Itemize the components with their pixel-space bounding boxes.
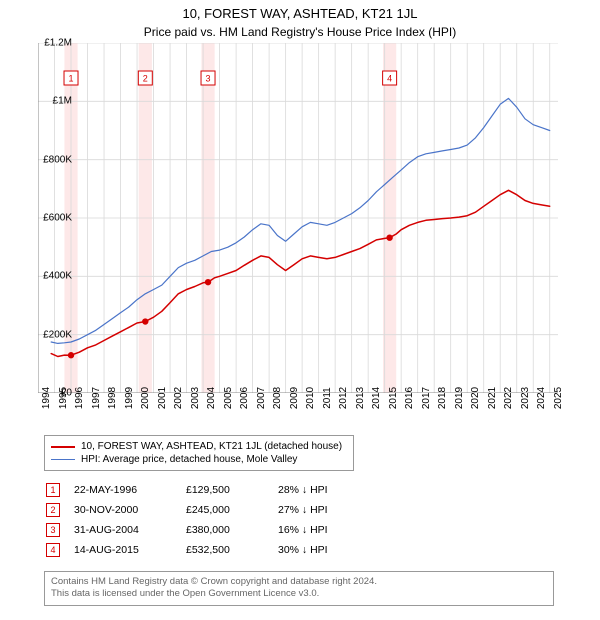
y-axis-label: £200K	[43, 329, 72, 340]
x-axis-label: 1997	[91, 387, 102, 409]
sale-delta: 27% ↓ HPI	[278, 501, 340, 519]
chart-subtitle: Price paid vs. HM Land Registry's House …	[0, 21, 600, 43]
x-axis-label: 2021	[487, 387, 498, 409]
y-axis-label: £1.2M	[44, 38, 72, 49]
x-axis-label: 2010	[305, 387, 316, 409]
sale-marker-icon: 2	[46, 503, 60, 517]
x-axis-label: 2004	[206, 387, 217, 409]
x-axis-label: 2017	[421, 387, 432, 409]
y-axis-label: £600K	[43, 213, 72, 224]
sale-marker-icon: 4	[46, 543, 60, 557]
sale-marker-icon: 3	[46, 523, 60, 537]
y-axis-label: £400K	[43, 271, 72, 282]
sale-date: 31-AUG-2004	[74, 521, 184, 539]
x-axis-label: 2016	[404, 387, 415, 409]
x-axis-label: 2011	[322, 387, 333, 409]
legend-item: HPI: Average price, detached house, Mole…	[51, 453, 347, 466]
x-axis-label: 2009	[289, 387, 300, 409]
x-axis-label: 2013	[355, 387, 366, 409]
sales-table: 1 22-MAY-1996£129,50028% ↓ HPI 2 30-NOV-200…	[44, 479, 342, 561]
sale-delta: 16% ↓ HPI	[278, 521, 340, 539]
x-axis-label: 2007	[256, 387, 267, 409]
x-axis-label: 2003	[190, 387, 201, 409]
sale-price: £129,500	[186, 481, 276, 499]
footer-line1: Contains HM Land Registry data © Crown c…	[51, 576, 547, 588]
x-axis-label: 1995	[58, 387, 69, 409]
chart-title: 10, FOREST WAY, ASHTEAD, KT21 1JL	[0, 0, 600, 21]
sales-row: 3 31-AUG-2004£380,00016% ↓ HPI	[46, 521, 340, 539]
sales-row: 4 14-AUG-2015£532,50030% ↓ HPI	[46, 541, 340, 559]
sale-date: 30-NOV-2000	[74, 501, 184, 519]
x-axis-label: 2024	[536, 387, 547, 409]
sale-marker-icon: 1	[46, 483, 60, 497]
chart-area: 1234 £0£200K£400K£600K£800K£1M£1.2M19941…	[38, 43, 598, 393]
legend-swatch	[51, 446, 75, 448]
x-axis-label: 1998	[107, 387, 118, 409]
sale-delta: 28% ↓ HPI	[278, 481, 340, 499]
chart-svg: 1 2 3 4	[38, 43, 558, 393]
x-axis-label: 2006	[239, 387, 250, 409]
legend-item: 10, FOREST WAY, ASHTEAD, KT21 1JL (detac…	[51, 440, 347, 453]
legend-swatch	[51, 459, 75, 460]
x-axis-label: 2020	[470, 387, 481, 409]
x-axis-label: 2015	[388, 387, 399, 409]
svg-text:3: 3	[206, 74, 211, 84]
x-axis-label: 2001	[157, 387, 168, 409]
x-axis-label: 2022	[503, 387, 514, 409]
footer-box: Contains HM Land Registry data © Crown c…	[44, 571, 554, 606]
y-axis-label: £1M	[53, 96, 72, 107]
x-axis-label: 1996	[74, 387, 85, 409]
footer-line2: This data is licensed under the Open Gov…	[51, 588, 547, 600]
x-axis-label: 2012	[338, 387, 349, 409]
x-axis-label: 2019	[454, 387, 465, 409]
chart-container: 10, FOREST WAY, ASHTEAD, KT21 1JL Price …	[0, 0, 600, 620]
sale-price: £532,500	[186, 541, 276, 559]
x-axis-label: 2023	[520, 387, 531, 409]
x-axis-label: 2014	[371, 387, 382, 409]
sale-price: £380,000	[186, 521, 276, 539]
x-axis-label: 2025	[553, 387, 564, 409]
sale-date: 22-MAY-1996	[74, 481, 184, 499]
svg-text:4: 4	[387, 74, 392, 84]
sale-date: 14-AUG-2015	[74, 541, 184, 559]
x-axis-label: 2000	[140, 387, 151, 409]
sale-delta: 30% ↓ HPI	[278, 541, 340, 559]
sales-row: 1 22-MAY-1996£129,50028% ↓ HPI	[46, 481, 340, 499]
svg-text:2: 2	[143, 74, 148, 84]
x-axis-label: 2008	[272, 387, 283, 409]
y-axis-label: £800K	[43, 154, 72, 165]
sales-row: 2 30-NOV-2000£245,00027% ↓ HPI	[46, 501, 340, 519]
x-axis-label: 2002	[173, 387, 184, 409]
x-axis-label: 1999	[124, 387, 135, 409]
x-axis-label: 2005	[223, 387, 234, 409]
x-axis-label: 2018	[437, 387, 448, 409]
sale-price: £245,000	[186, 501, 276, 519]
x-axis-label: 1994	[41, 387, 52, 409]
legend-label: HPI: Average price, detached house, Mole…	[81, 454, 297, 465]
legend-label: 10, FOREST WAY, ASHTEAD, KT21 1JL (detac…	[81, 441, 342, 452]
legend-box: 10, FOREST WAY, ASHTEAD, KT21 1JL (detac…	[44, 435, 354, 471]
svg-text:1: 1	[69, 74, 74, 84]
